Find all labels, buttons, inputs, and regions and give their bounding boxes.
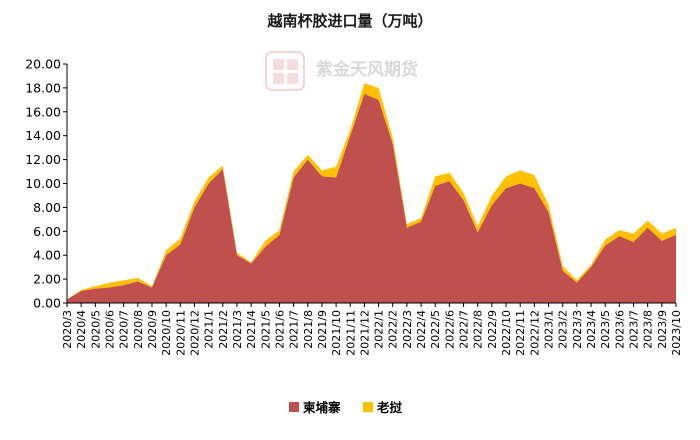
x-tick-label: 2020/10 [160,310,173,356]
x-tick-label: 2022/7 [458,310,471,349]
x-axis: 2020/3 2020/4 2020/5 2020/6 2020/7 2020/8 2020… [61,302,683,356]
x-tick-label: 2020/11 [174,310,187,356]
x-tick-label: 2020/5 [89,310,102,349]
x-tick-label: 2023/1 [543,310,556,349]
x-tick-label: 2020/12 [188,310,201,356]
y-axis: 0.00 2.00 4.00 6.00 8.00 10.00 12.00 14.00 16.00… [25,57,68,311]
x-tick-label: 2023/8 [642,310,655,349]
watermark-logo [265,51,305,91]
y-tick-label: 6.00 [33,224,61,239]
x-tick-label: 2021/2 [217,310,230,349]
x-tick-label: 2021/3 [231,310,244,349]
area-series-1 [67,93,676,303]
watermark: 紫金天风期货 [265,51,418,91]
x-tick-label: 2020/9 [146,310,159,349]
x-tick-label: 2022/11 [514,310,527,356]
x-tick-label: 2022/3 [401,310,414,349]
legend-label: 柬埔寨 [302,400,341,415]
x-tick-label: 2021/1 [203,310,216,349]
x-tick-label: 2021/9 [316,310,329,349]
x-tick-label: 2023/5 [599,310,612,349]
y-tick-label: 4.00 [33,248,61,263]
x-tick-label: 2022/10 [500,310,513,356]
x-tick-label: 2020/4 [75,310,88,349]
x-tick-label: 2020/3 [61,310,74,349]
x-tick-label: 2022/1 [373,310,386,349]
x-tick-label: 2023/10 [670,310,683,356]
y-tick-label: 18.00 [25,80,61,95]
y-tick-label: 10.00 [25,176,61,191]
x-tick-label: 2023/3 [571,310,584,349]
x-tick-label: 2022/2 [387,310,400,349]
y-tick-label: 0.00 [33,296,61,311]
y-tick-label: 20.00 [25,57,61,72]
x-tick-label: 2020/7 [118,310,131,349]
x-tick-label: 2021/4 [245,310,258,349]
watermark-text: 紫金天风期货 [316,59,418,80]
plot-areas [67,83,676,303]
x-tick-label: 2021/6 [273,310,286,349]
x-tick-label: 2021/7 [288,310,301,349]
x-tick-label: 2021/10 [330,310,343,356]
y-tick-label: 8.00 [33,200,61,215]
x-tick-label: 2021/11 [344,310,357,356]
y-tick-label: 16.00 [25,104,61,119]
x-tick-label: 2021/8 [302,310,315,349]
x-tick-label: 2023/6 [613,310,626,349]
x-tick-label: 2022/8 [472,310,485,349]
x-tick-label: 2022/12 [528,310,541,356]
x-tick-label: 2023/7 [628,310,641,349]
x-tick-label: 2023/4 [585,310,598,349]
y-tick-label: 12.00 [25,152,61,167]
legend-swatch [363,402,373,412]
legend-label: 老挝 [376,400,403,415]
legend-item-1: 柬埔寨 [289,400,341,415]
y-tick-label: 14.00 [25,128,61,143]
x-tick-label: 2022/6 [443,310,456,349]
chart-title: 越南杯胶进口量（万吨） [267,12,433,30]
legend: 柬埔寨 老挝 [289,400,403,415]
x-tick-label: 2021/5 [259,310,272,349]
x-tick-label: 2021/12 [358,310,371,356]
x-tick-label: 2020/8 [132,310,145,349]
x-tick-label: 2020/6 [103,310,116,349]
x-tick-label: 2022/4 [415,310,428,349]
legend-swatch [289,402,299,412]
x-tick-label: 2022/9 [486,310,499,349]
x-tick-label: 2023/9 [656,310,669,349]
y-tick-label: 2.00 [33,272,61,287]
x-tick-label: 2023/2 [557,310,570,349]
legend-item-2: 老挝 [363,400,403,415]
x-tick-label: 2022/5 [429,310,442,349]
